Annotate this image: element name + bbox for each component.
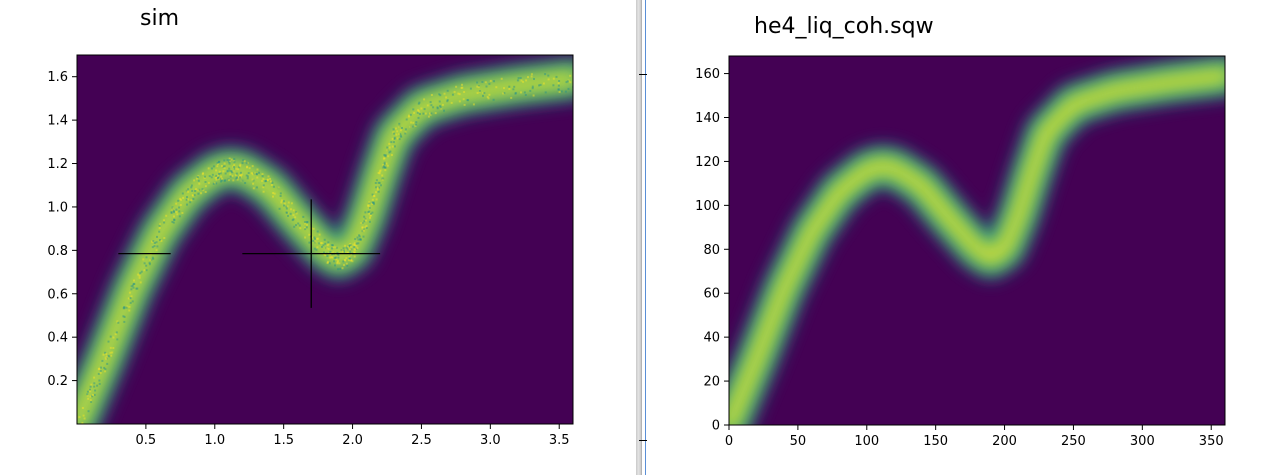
y-tick-label-he4-1: 20 — [703, 375, 720, 390]
y-tick-label-he4-8: 160 — [695, 67, 720, 82]
y-tick-label-sim-3: 0.8 — [47, 244, 68, 259]
y-tick-label-he4-5: 100 — [695, 199, 720, 214]
y-tick-label-he4-4: 80 — [703, 243, 720, 258]
plot-title-sim: sim — [140, 6, 180, 31]
x-tick-label-sim-6: 3.5 — [549, 433, 570, 448]
x-tick-label-sim-5: 3.0 — [480, 433, 501, 448]
y-tick-label-sim-5: 1.2 — [47, 157, 68, 172]
x-tick-label-he4-2: 100 — [854, 434, 879, 449]
x-tick-label-sim-3: 2.0 — [342, 433, 363, 448]
x-tick-label-sim-1: 1.0 — [204, 433, 225, 448]
y-tick-label-sim-7: 1.6 — [47, 70, 68, 85]
x-tick-label-he4-0: 0 — [725, 434, 733, 449]
x-tick-label-he4-7: 350 — [1199, 434, 1224, 449]
heatmap-sim-noise — [78, 73, 573, 424]
y-tick-label-sim-2: 0.6 — [47, 287, 68, 302]
y-tick-label-he4-3: 60 — [703, 287, 720, 302]
y-tick-label-he4-6: 120 — [695, 155, 720, 170]
axes-frame-he4 — [728, 55, 1226, 426]
panel-splitter[interactable] — [636, 0, 647, 475]
x-tick-label-he4-3: 150 — [923, 434, 948, 449]
y-tick-label-sim-4: 1.0 — [47, 200, 68, 215]
x-tick-label-sim-0: 0.5 — [136, 433, 157, 448]
y-tick-label-sim-1: 0.4 — [47, 331, 68, 346]
plot-title-he4: he4_liq_coh.sqw — [754, 14, 934, 39]
x-tick-label-he4-6: 300 — [1130, 434, 1155, 449]
x-tick-label-he4-5: 250 — [1061, 434, 1086, 449]
axes-frame-sim — [76, 54, 574, 425]
splitter-edge — [645, 0, 646, 475]
splitter-bar[interactable] — [636, 0, 642, 475]
y-tick-label-sim-6: 1.4 — [47, 114, 68, 129]
splitter-notch-bottom — [639, 440, 647, 441]
he4-heatmap-chart[interactable]: 0 50 100 150 200 250 300 350 0 20 40 60 80 100 120 140 1… — [647, 0, 1285, 475]
y-tick-label-he4-7: 140 — [695, 111, 720, 126]
x-tick-label-he4-4: 200 — [992, 434, 1017, 449]
he4-panel: he4_liq_coh.sqw 0 50 100 150 200 250 300 350 0 20… — [647, 0, 1285, 475]
x-tick-label-sim-4: 2.5 — [411, 433, 432, 448]
x-tick-label-he4-1: 50 — [790, 434, 807, 449]
heatmap-he4-band — [729, 56, 1225, 425]
y-tick-label-he4-0: 0 — [712, 419, 720, 434]
x-tick-label-sim-2: 1.5 — [273, 433, 294, 448]
y-tick-label-sim-0: 0.2 — [47, 374, 68, 389]
sim-heatmap-chart[interactable]: 0.5 1.0 1.5 2.0 2.5 3.0 3.5 0.2 0.4 0.6 0.8 1.0 1.2 1… — [0, 0, 636, 475]
splitter-notch-top — [639, 74, 647, 75]
y-tick-label-he4-2: 40 — [703, 331, 720, 346]
sim-panel: sim 0.5 1.0 1.5 2.0 2.5 3.0 3.5 0.2 0.4 0.6 0.8 1.0… — [0, 0, 636, 475]
heatmap-he4-band-layer-2 — [729, 69, 1225, 425]
